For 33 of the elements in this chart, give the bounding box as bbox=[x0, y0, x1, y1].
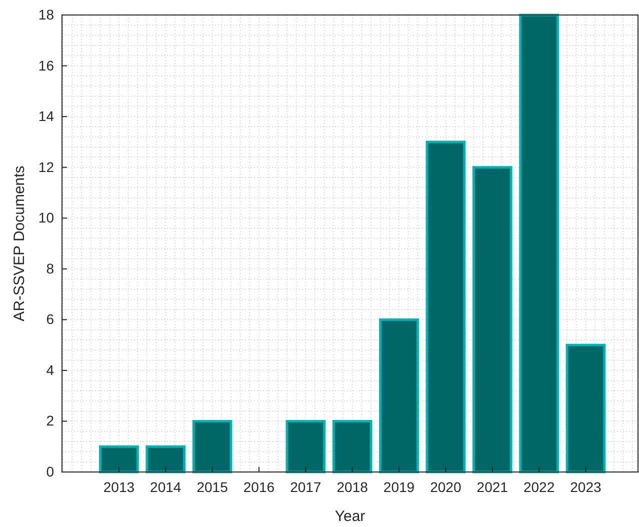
y-axis-title: AR-SSVEP Documents bbox=[11, 166, 28, 322]
x-tick-label: 2013 bbox=[103, 478, 135, 495]
y-tick-label: 10 bbox=[38, 210, 54, 226]
x-tick-label: 2017 bbox=[290, 478, 322, 495]
y-tick-label: 4 bbox=[46, 362, 54, 378]
y-tick-label: 14 bbox=[38, 108, 54, 124]
bar bbox=[332, 420, 372, 474]
bar bbox=[99, 445, 139, 474]
bar bbox=[192, 420, 232, 474]
bar bbox=[426, 140, 466, 474]
x-tick-label: 2019 bbox=[383, 478, 415, 495]
x-tick-label: 2021 bbox=[476, 478, 508, 495]
bar bbox=[146, 445, 186, 474]
y-tick-label: 2 bbox=[46, 412, 54, 429]
x-axis-title: Year bbox=[334, 508, 366, 525]
bar bbox=[379, 318, 419, 474]
y-tick-label: 6 bbox=[46, 311, 54, 328]
x-tick-label: 2023 bbox=[570, 478, 602, 495]
y-tick-label: 16 bbox=[38, 57, 54, 74]
bar bbox=[566, 344, 606, 474]
bar bbox=[472, 166, 512, 474]
x-tick-label: 2015 bbox=[196, 478, 228, 495]
y-tick-label: 12 bbox=[38, 158, 54, 175]
y-tick-label: 18 bbox=[38, 6, 54, 22]
bar bbox=[286, 420, 326, 474]
y-tick-label: 8 bbox=[46, 260, 54, 276]
x-tick-label: 2016 bbox=[243, 478, 275, 495]
x-tick-label: 2022 bbox=[523, 478, 555, 495]
x-tick-label: 2018 bbox=[336, 478, 368, 495]
x-tick-label: 2020 bbox=[430, 478, 462, 495]
x-tick-label: 2014 bbox=[150, 478, 182, 495]
y-tick-label: 0 bbox=[46, 463, 54, 480]
bar bbox=[519, 14, 559, 474]
